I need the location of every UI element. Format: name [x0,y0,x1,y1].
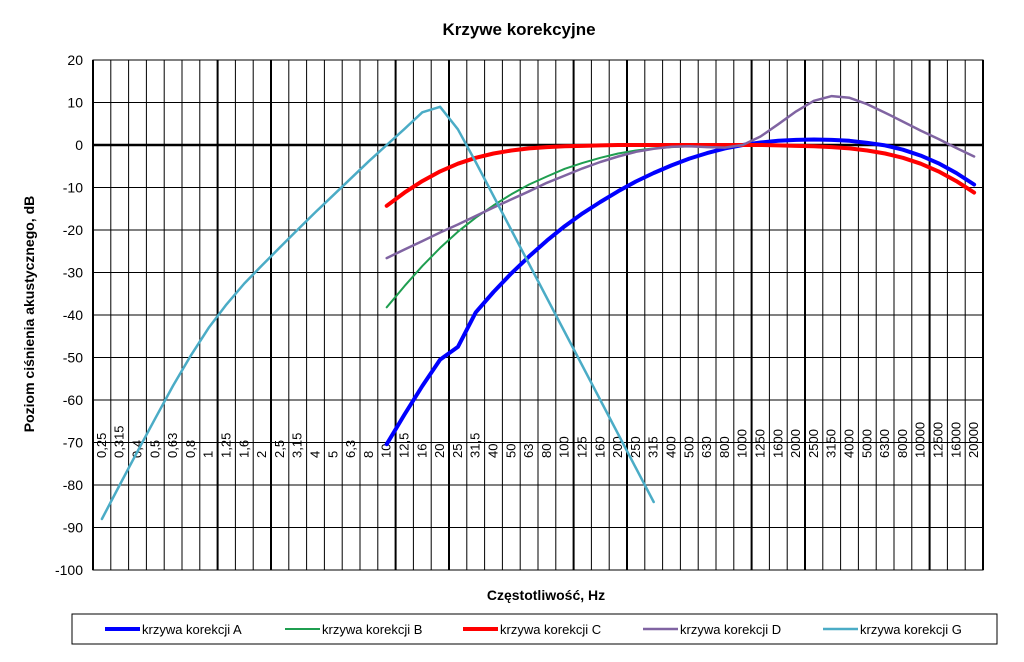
x-tick-label: 1,6 [236,440,251,458]
x-tick-label: 160 [592,436,607,458]
y-tick-label: -100 [55,562,83,578]
series-line [100,105,655,521]
x-tick-label: 4 [308,451,323,458]
series-line [384,143,977,208]
y-axis-ticks: 20 10 0 -10 -20 -30 -40 -50 -60 -70 -80 -90 -100 [55,52,83,578]
legend-label: krzywa korekcji B [322,622,422,637]
x-tick-label: 12,5 [397,433,412,458]
y-axis-title: Poziom ciśnienia akustycznego, dB [21,196,37,433]
x-tick-label: 0,315 [112,425,127,458]
series-lines [100,94,977,521]
x-tick-label: 1000 [735,429,750,458]
x-tick-label: 3,15 [290,433,305,458]
y-tick-label: -40 [63,307,83,323]
x-tick-label: 125 [575,436,590,458]
x-tick-label: 100 [557,436,572,458]
x-tick-label: 8 [361,451,376,458]
x-tick-label: 0,8 [183,440,198,458]
x-tick-label: 1600 [770,429,785,458]
x-tick-label: 2,5 [272,440,287,458]
legend-label: krzywa korekcji A [142,622,242,637]
x-tick-label: 12500 [931,422,946,458]
x-tick-label: 4000 [842,429,857,458]
x-tick-label: 25 [450,444,465,458]
y-tick-label: -70 [63,435,83,451]
x-axis-title: Częstotliwość, Hz [487,587,605,603]
y-tick-label: 20 [67,52,83,68]
x-tick-label: 5 [325,451,340,458]
x-tick-label: 10000 [913,422,928,458]
x-tick-label: 1250 [753,429,768,458]
series-line [384,137,977,447]
x-tick-label: 500 [681,436,696,458]
x-tick-label: 6,3 [343,440,358,458]
x-tick-label: 10 [379,444,394,458]
x-tick-label: 40 [486,444,501,458]
x-tick-label: 200 [610,436,625,458]
x-tick-label: 0,63 [165,433,180,458]
y-tick-label: -20 [63,222,83,238]
legend-label: krzywa korekcji G [860,622,962,637]
y-tick-label: -50 [63,350,83,366]
x-tick-label: 1 [201,451,216,458]
legend-label: krzywa korekcji C [500,622,601,637]
y-tick-label: 0 [75,137,83,153]
x-tick-label: 800 [717,436,732,458]
legend: krzywa korekcji A krzywa korekcji B krzywa… [71,613,998,645]
x-tick-label: 2000 [788,429,803,458]
x-tick-label: 63 [521,444,536,458]
y-tick-label: -30 [63,265,83,281]
x-tick-label: 16000 [948,422,963,458]
x-tick-label: 20 [432,444,447,458]
x-tick-label: 3150 [824,429,839,458]
x-axis-ticks: 0,25 0,315 0,4 0,5 0,63 0,8 1 1,25 1,6 2 2,5 3,15 4 5… [94,422,981,458]
x-tick-label: 250 [628,436,643,458]
chart-title: Krzywe korekcyjne [442,20,595,39]
x-tick-label: 2 [254,451,269,458]
y-tick-label: -60 [63,392,83,408]
x-tick-label: 8000 [895,429,910,458]
y-tick-label: -80 [63,477,83,493]
x-tick-label: 16 [414,444,429,458]
y-tick-label: 10 [67,95,83,111]
x-tick-label: 400 [664,436,679,458]
x-tick-label: 6300 [877,429,892,458]
x-tick-label: 80 [539,444,554,458]
x-tick-label: 315 [646,436,661,458]
x-tick-label: 1,25 [219,433,234,458]
legend-label: krzywa korekcji D [680,622,781,637]
x-tick-label: 5000 [859,429,874,458]
y-tick-label: -90 [63,520,83,536]
series-line [385,94,976,260]
x-tick-label: 0,25 [94,433,109,458]
x-tick-label: 20000 [966,422,981,458]
x-tick-label: 31,5 [468,433,483,458]
x-tick-label: 2500 [806,429,821,458]
x-tick-label: 50 [503,444,518,458]
x-tick-label: 630 [699,436,714,458]
plot-area-border [92,59,984,571]
y-tick-label: -10 [63,180,83,196]
x-tick-label: 0,5 [147,440,162,458]
grid [92,59,984,571]
